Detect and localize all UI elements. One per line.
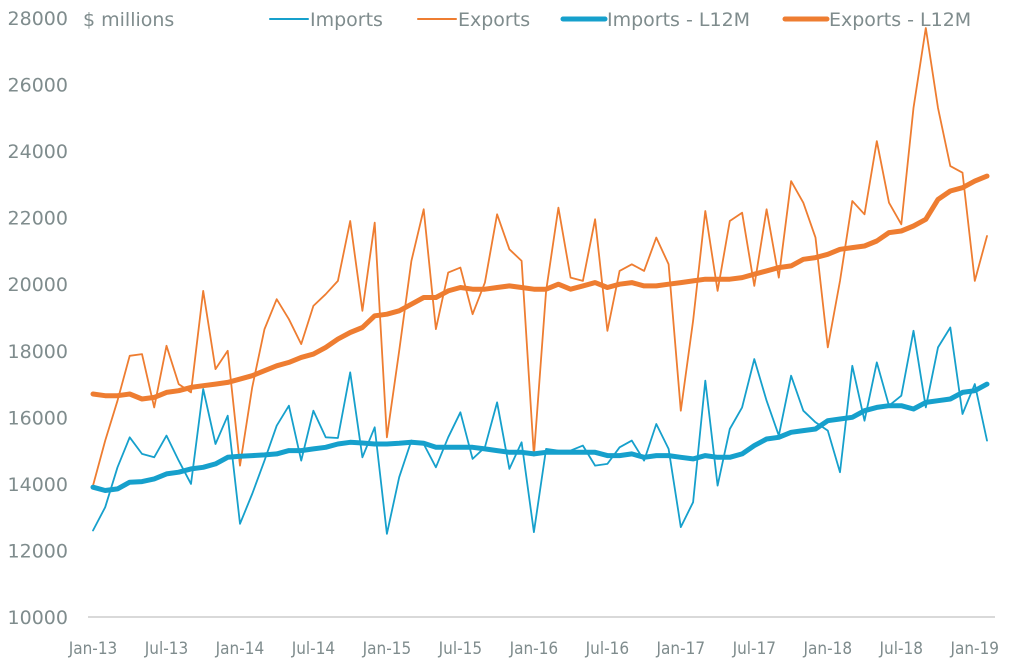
- x-tick-label: Jan-16: [509, 639, 559, 659]
- legend-item-imports: Imports: [269, 9, 383, 31]
- legend-item-exports-l12m: Exports - L12M: [782, 9, 971, 31]
- series-line-imports: [92, 326, 988, 535]
- x-tick-label: Jan-14: [215, 639, 265, 659]
- y-tick-label: 16000: [8, 407, 68, 429]
- legend-label: Exports: [458, 9, 530, 31]
- x-tick-label: Jul-17: [732, 639, 776, 659]
- x-tick-label: Jul-14: [291, 639, 335, 659]
- legend-label: Imports: [310, 9, 383, 31]
- legend-label: Exports - L12M: [829, 9, 971, 31]
- y-tick-label: 20000: [8, 274, 68, 296]
- x-tick-label: Jul-13: [144, 639, 188, 659]
- legend-label: Imports - L12M: [607, 9, 750, 31]
- x-tick-label: Jan-17: [656, 639, 706, 659]
- y-tick-label: 26000: [8, 75, 68, 97]
- y-axis: 10000 12000 14000 16000 18000 20000 22000 24000…: [8, 8, 68, 629]
- series-line-exports-l12m: [90, 173, 990, 402]
- x-tick-label: Jan-19: [949, 639, 999, 659]
- x-tick-label: Jul-15: [438, 639, 482, 659]
- y-axis-label: $ millions: [83, 9, 174, 31]
- y-tick-label: 10000: [8, 607, 68, 629]
- legend: Imports Exports Imports - L12M Exports - L1…: [269, 9, 971, 31]
- x-axis: Jan-13 Jul-13 Jan-14 Jul-14 Jan-15 Jul-15 Jan-…: [68, 639, 999, 659]
- x-tick-label: Jan-18: [803, 639, 853, 659]
- y-tick-label: 28000: [8, 8, 68, 30]
- legend-item-exports: Exports: [417, 9, 530, 31]
- y-tick-label: 18000: [8, 341, 68, 363]
- y-tick-label: 14000: [8, 474, 68, 496]
- series-line-exports: [92, 27, 988, 487]
- series-layer: [90, 27, 990, 535]
- y-tick-label: 24000: [8, 141, 68, 163]
- x-tick-label: Jul-16: [585, 639, 629, 659]
- y-tick-label: 22000: [8, 208, 68, 230]
- x-tick-label: Jan-13: [68, 639, 118, 659]
- y-tick-label: 12000: [8, 540, 68, 562]
- x-tick-label: Jul-18: [879, 639, 923, 659]
- x-tick-label: Jan-15: [362, 639, 412, 659]
- legend-item-imports-l12m: Imports - L12M: [560, 9, 750, 31]
- series-line-imports-l12m: [90, 381, 990, 493]
